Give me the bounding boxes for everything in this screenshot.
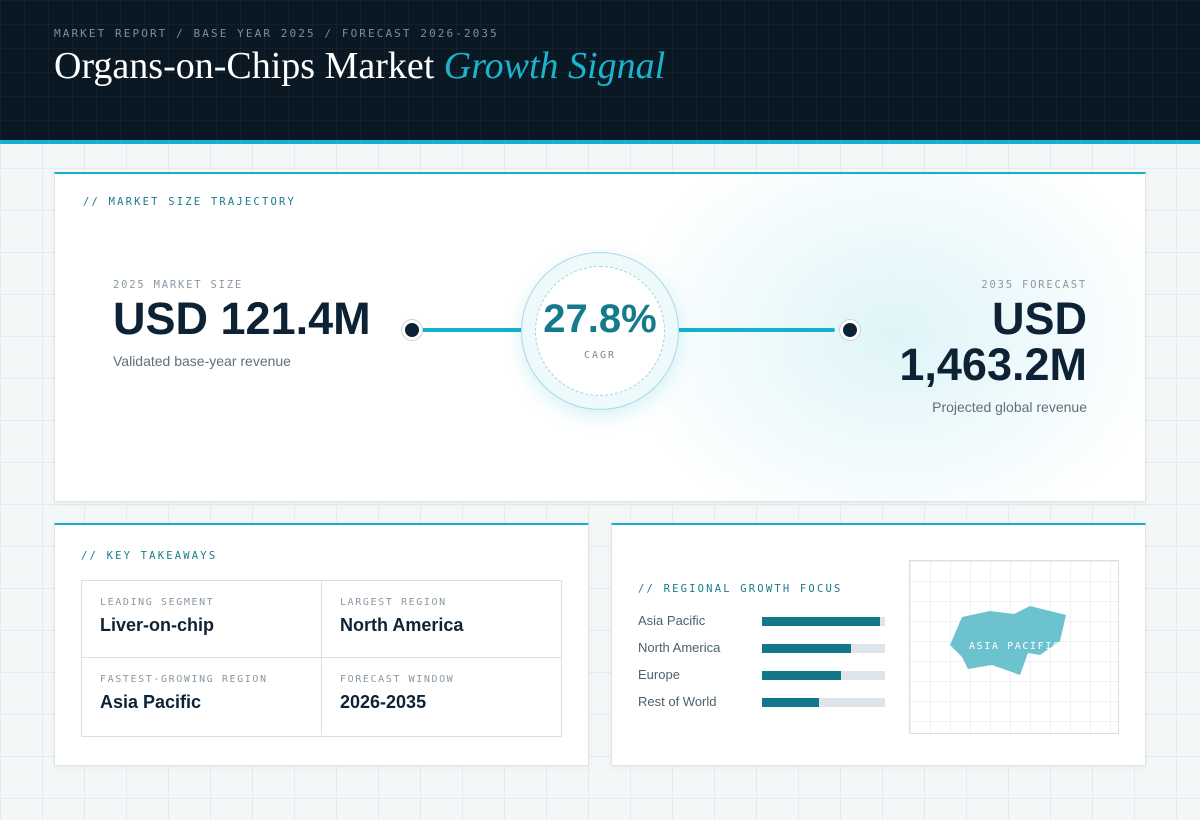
start-kpi-caption: Validated base-year revenue (113, 353, 291, 369)
region-bar-track (762, 671, 885, 680)
title-main: Organs-on-Chips Market (54, 45, 435, 87)
map-region-label: ASIA PACIFIC (969, 641, 1061, 652)
start-kpi-value: USD 121.4M (113, 293, 371, 344)
start-kpi-label: 2025 MARKET SIZE (113, 279, 243, 291)
report-breadcrumb: MARKET REPORT / BASE YEAR 2025 / FORECAS… (54, 27, 499, 40)
takeaway-value: Asia Pacific (100, 692, 202, 712)
market-size-trajectory-card: // MARKET SIZE TRAJECTORY 2025 MARKET SI… (54, 172, 1146, 502)
cagr-label: CAGR (583, 350, 617, 361)
region-bar-row: North America (638, 640, 888, 656)
region-bar-row: Asia Pacific (638, 613, 888, 629)
cagr-value: 27.8% (543, 297, 657, 341)
region-bar-track (762, 698, 885, 707)
regional-growth-card: // REGIONAL GROWTH FOCUS Asia Pacific No… (611, 523, 1146, 766)
takeaway-value: North America (340, 615, 464, 635)
end-kpi-value-line1: USD (991, 293, 1087, 344)
report-header: MARKET REPORT / BASE YEAR 2025 / FORECAS… (0, 0, 1200, 144)
region-bar-row: Rest of World (638, 694, 888, 710)
region-bar-fill (762, 671, 841, 680)
region-name: Europe (638, 667, 680, 682)
end-point-marker (840, 320, 860, 340)
region-bar-fill (762, 644, 851, 653)
takeaway-label: FORECAST WINDOW (340, 674, 455, 685)
region-bar-fill (762, 698, 819, 707)
region-bar-row: Europe (638, 667, 888, 683)
cagr-inner-ring (535, 266, 665, 396)
key-takeaways-card: // KEY TAKEAWAYS LEADING SEGMENT Liver-o… (54, 523, 589, 766)
start-point-marker (402, 320, 422, 340)
takeaway-cell: FORECAST WINDOW 2026-2035 (322, 658, 562, 735)
region-name: North America (638, 640, 721, 655)
region-bar-track (762, 617, 885, 626)
takeaway-label: LARGEST REGION (340, 597, 447, 608)
page-title: Organs-on-Chips Market Growth Signal (54, 44, 665, 88)
takeaway-cell: LEADING SEGMENT Liver-on-chip (82, 581, 322, 658)
asia-pacific-shape (950, 606, 1066, 675)
takeaway-value: 2026-2035 (340, 692, 427, 712)
takeaway-label: LEADING SEGMENT (100, 597, 215, 608)
end-kpi-label: 2035 FORECAST (981, 279, 1087, 291)
cagr-badge: 27.8% CAGR (521, 252, 679, 410)
title-accent: Growth Signal (443, 45, 666, 87)
trajectory-section-label: // MARKET SIZE TRAJECTORY (83, 196, 297, 208)
region-name: Rest of World (638, 694, 717, 709)
region-name: Asia Pacific (638, 613, 706, 628)
takeaway-cell: LARGEST REGION North America (322, 581, 562, 658)
takeaway-value: Liver-on-chip (100, 615, 215, 635)
takeaways-grid: LEADING SEGMENT Liver-on-chip LARGEST RE… (81, 580, 562, 737)
region-bar-track (762, 644, 885, 653)
background-glow (615, 174, 1145, 501)
takeaway-label: FASTEST-GROWING REGION (100, 674, 268, 685)
region-bar-fill (762, 617, 881, 626)
region-map: ASIA PACIFIC (909, 560, 1119, 734)
end-kpi-value-line2: 1,463.2M (899, 339, 1087, 390)
end-kpi-caption: Projected global revenue (932, 399, 1087, 415)
regional-section-label: // REGIONAL GROWTH FOCUS (638, 583, 843, 595)
takeaway-cell: FASTEST-GROWING REGION Asia Pacific (82, 658, 322, 735)
takeaways-section-label: // KEY TAKEAWAYS (81, 550, 218, 562)
